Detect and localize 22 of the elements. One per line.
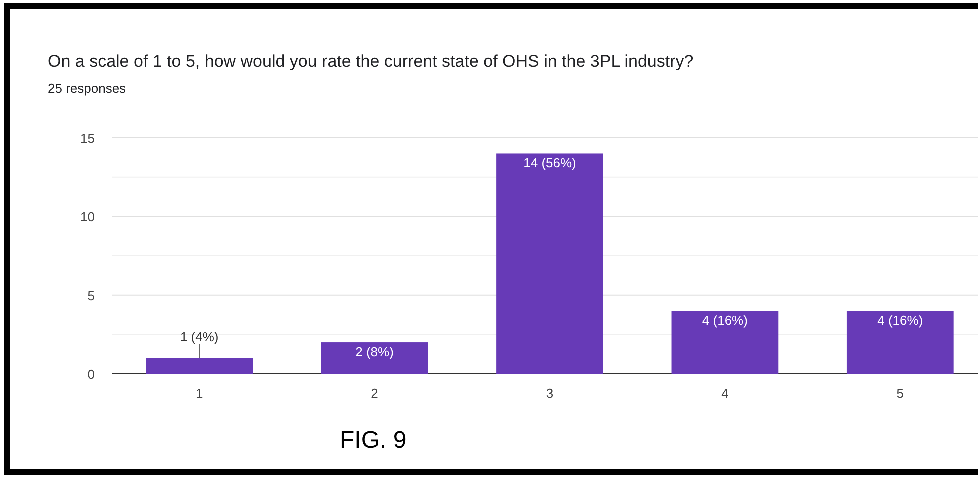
bar <box>672 311 779 374</box>
y-tick-label: 5 <box>88 288 95 304</box>
y-tick-label: 15 <box>80 131 95 146</box>
bar <box>846 311 954 374</box>
x-tick-label: 3 <box>546 386 554 401</box>
data-label: 1 (4%) <box>180 329 219 344</box>
x-tick-label: 5 <box>896 386 904 401</box>
x-tick-label: 2 <box>371 386 378 401</box>
data-label: 14 (56%) <box>524 156 576 171</box>
caption: FIG. 9 <box>340 427 407 454</box>
y-tick-label: 10 <box>80 210 95 225</box>
y-tick-label: 0 <box>88 367 95 382</box>
bar <box>146 358 254 374</box>
x-tick-label: 4 <box>722 386 729 401</box>
chart-title: On a scale of 1 to 5, how would you rate the current state of OHS in the 3PL industry? <box>48 52 694 71</box>
x-tick-label: 1 <box>196 386 204 401</box>
data-label: 4 (16%) <box>878 313 924 328</box>
chart-subtitle: 25 responses <box>48 81 127 96</box>
data-label: 4 (16%) <box>702 313 748 328</box>
bar <box>321 342 428 374</box>
bar <box>496 154 604 374</box>
data-label: 2 (8%) <box>356 344 394 360</box>
